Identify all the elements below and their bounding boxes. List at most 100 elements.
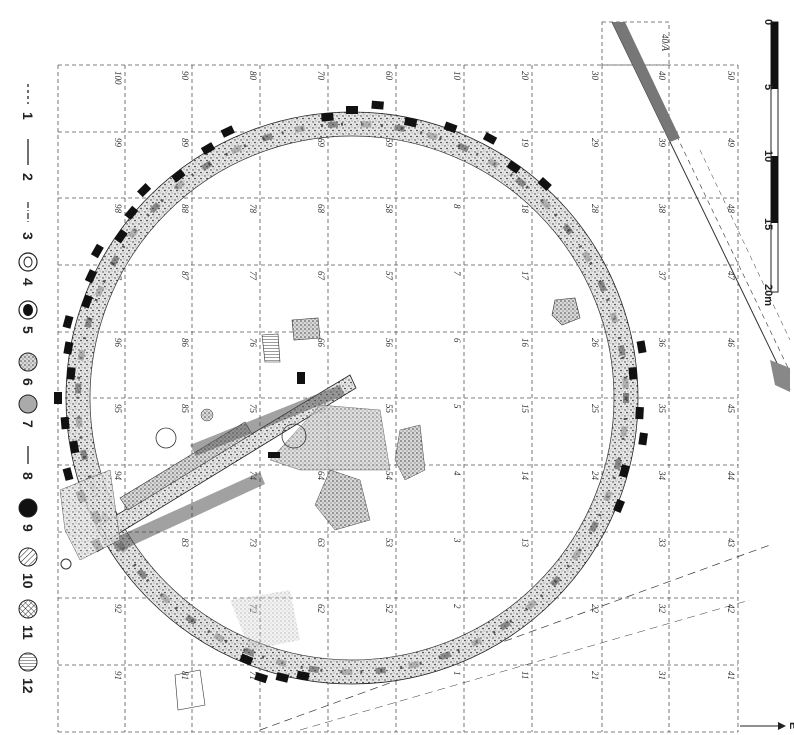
wall-fill-block	[622, 378, 629, 389]
grid-cell-label: 64	[316, 471, 326, 481]
grid-cell-label: 54	[384, 471, 394, 481]
trench-lines	[259, 21, 791, 731]
grid-cell-label: 18	[520, 204, 530, 214]
wall-fill-block	[308, 665, 320, 674]
wall-fill-block	[514, 176, 527, 188]
grid-cell-label: 35	[657, 403, 667, 414]
wall-fill-block	[550, 575, 562, 588]
stone-block	[137, 183, 152, 198]
legend-number: 5	[20, 326, 36, 334]
extra-cell-label: 40/A	[660, 34, 670, 52]
grid-cell-label: 89	[180, 138, 190, 148]
grid-cell-label: 44	[726, 471, 736, 481]
wall-fill-block	[80, 449, 88, 461]
stone-block	[636, 340, 647, 354]
stone-block	[81, 294, 93, 309]
wall-fill-block	[470, 637, 483, 648]
legend-item: 10	[18, 547, 38, 589]
wall-fill-block	[562, 223, 574, 236]
legend-number: 11	[20, 625, 36, 640]
grid-cell-label: 21	[590, 671, 600, 680]
grid-cell-label: 26	[590, 338, 600, 348]
hatched-circle-icon	[18, 352, 38, 372]
filled-circle-icon	[18, 498, 38, 518]
grid-cell-label: 34	[657, 470, 667, 481]
wall-fill-block	[375, 666, 386, 675]
stone-block	[84, 269, 98, 284]
grid-cell-label: 69	[316, 138, 326, 148]
stone-block	[482, 132, 498, 145]
stone-block	[220, 125, 235, 138]
grid-cell-label: 63	[316, 538, 326, 548]
wall-fill-block	[408, 660, 420, 670]
stone-block	[254, 671, 269, 684]
grid-cell-label: 16	[520, 338, 530, 348]
stone-block	[296, 670, 310, 681]
grid-cell-label: 80	[248, 71, 258, 81]
wall-fill-block	[109, 255, 120, 267]
stone-block	[638, 432, 648, 446]
legend-item: 3	[20, 202, 36, 240]
grid-cell-label: 68	[316, 204, 326, 214]
grid-cell-label: 15	[520, 404, 530, 414]
wall-fill-block	[499, 619, 512, 631]
wall-fill-block	[136, 568, 148, 580]
legend-number: 9	[20, 524, 36, 532]
scale-tick-0: 0	[762, 19, 774, 25]
grid-cell-label: 6	[452, 338, 462, 343]
diagonal-hatch-circle-icon	[18, 547, 38, 567]
wall-fill-block	[361, 121, 372, 128]
wall-fill-block	[173, 179, 186, 191]
grid-cell-label: 86	[180, 338, 190, 348]
legend-number: 10	[20, 573, 36, 589]
legend-item: 12	[18, 652, 38, 694]
scale-tick-10: 10	[762, 150, 774, 162]
grid-cell-label: 33	[657, 537, 667, 548]
wall-fill-block	[426, 131, 438, 141]
grid-cell-label: 29	[590, 138, 600, 148]
wall-fill-block	[327, 121, 339, 129]
stone-block	[63, 341, 74, 355]
wall-fill-block	[394, 124, 406, 132]
grid-cell-label: 94	[113, 471, 123, 481]
grid-cell-label: 53	[384, 538, 394, 548]
wall-fill-block	[588, 520, 599, 533]
cross-hatch-circle-icon	[18, 599, 38, 619]
north-label: E	[787, 722, 794, 729]
grid-cell-label: 11	[520, 671, 530, 679]
grid-cell-label: 20	[520, 71, 530, 81]
legend-item: 9	[18, 498, 38, 532]
wall-stones	[54, 100, 648, 684]
stone-block	[403, 117, 418, 128]
legend-item: 2	[20, 139, 36, 181]
wall-fill-block	[613, 458, 622, 470]
stone-block	[628, 367, 638, 380]
grid-cell-label: 83	[180, 538, 190, 548]
vertical-hatch-circle-icon	[18, 652, 38, 672]
legend-item: 11	[18, 599, 38, 640]
grid-cell-label: 37	[657, 270, 667, 281]
grid-cell-label: 60	[384, 71, 394, 81]
grid-cell-label: 56	[384, 338, 394, 348]
scale-tick-5: 5	[762, 84, 774, 90]
wall-fill-block	[623, 393, 629, 403]
legend-number: 8	[20, 472, 36, 480]
wall-fill-block	[603, 490, 613, 502]
outline-stone-icon	[18, 252, 38, 272]
grid-cell-label: 19	[520, 138, 530, 148]
grid-cell-label: 92	[113, 604, 123, 614]
grid-cell-label: 73	[248, 538, 258, 548]
grid-cell-label: 40	[657, 71, 667, 81]
legend-number: 1	[20, 112, 36, 120]
grid-cell-label: 24	[590, 471, 600, 481]
grid-cell-label: 46	[726, 338, 736, 348]
grid-cell-label: 5	[452, 404, 462, 409]
wall-fill-block	[213, 632, 225, 643]
grid-cell-label: 87	[180, 271, 190, 281]
grid-cell-label: 90	[180, 71, 190, 81]
grid-cell-label: 58	[384, 204, 394, 214]
legend-item: 5	[18, 300, 38, 334]
grid-cell-label: 57	[384, 271, 394, 281]
wall-fill-block	[243, 647, 256, 657]
